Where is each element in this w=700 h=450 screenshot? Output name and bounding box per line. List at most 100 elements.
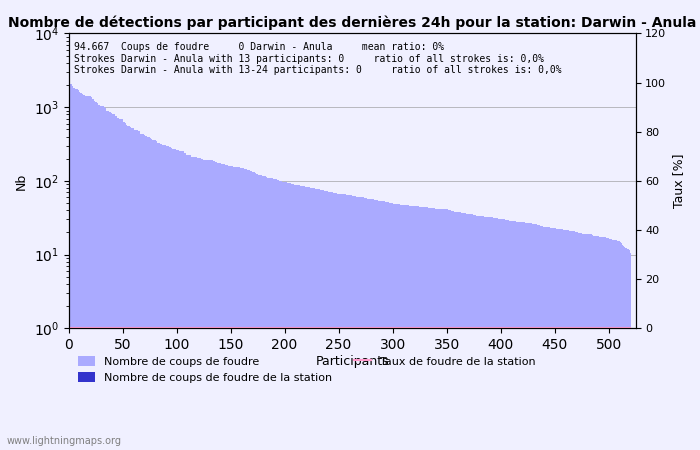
Bar	[264, 176, 265, 450]
Bar	[275, 179, 276, 450]
Bar	[75, 89, 76, 450]
Bar	[202, 159, 203, 450]
Bar	[420, 207, 421, 450]
Bar	[309, 187, 310, 450]
Bar	[191, 157, 193, 450]
Bar	[445, 209, 446, 450]
Bar	[495, 218, 496, 450]
Bar	[556, 229, 557, 450]
Bar	[393, 203, 394, 450]
Bar	[433, 208, 434, 450]
Bar	[596, 236, 597, 450]
Bar	[362, 197, 363, 450]
Bar	[261, 176, 262, 450]
Bar	[241, 167, 242, 450]
Bar	[469, 214, 470, 450]
Bar	[267, 178, 268, 450]
Bar	[554, 228, 555, 450]
Bar	[533, 224, 535, 450]
Bar	[415, 206, 416, 450]
Bar	[476, 216, 477, 450]
Bar	[360, 197, 362, 450]
Bar	[467, 214, 468, 450]
Bar	[161, 144, 162, 450]
Bar	[430, 207, 431, 450]
Bar	[230, 166, 231, 450]
Bar	[513, 221, 514, 450]
Bar	[297, 185, 298, 450]
Bar	[71, 85, 72, 450]
Bar	[417, 206, 418, 450]
Bar	[372, 199, 374, 450]
Bar	[153, 140, 155, 450]
Bar	[121, 119, 122, 450]
Bar	[436, 208, 438, 450]
Bar	[113, 114, 115, 450]
Bar	[133, 129, 134, 450]
Bar	[380, 201, 382, 450]
Bar	[85, 96, 87, 450]
Bar	[220, 163, 221, 450]
Bar	[269, 178, 270, 450]
Bar	[139, 131, 141, 450]
Bar	[625, 248, 626, 450]
Bar	[254, 172, 255, 450]
Bar	[472, 215, 473, 450]
Bar	[103, 106, 104, 450]
Title: Nombre de détections par participant des dernières 24h pour la station: Darwin -: Nombre de détections par participant des…	[8, 15, 696, 30]
Bar	[294, 184, 295, 450]
Bar	[96, 102, 97, 450]
Bar	[288, 183, 290, 450]
Bar	[141, 134, 143, 450]
Bar	[270, 178, 271, 450]
Bar	[578, 233, 579, 450]
Bar	[609, 238, 610, 450]
Bar	[545, 227, 547, 450]
Bar	[378, 201, 379, 450]
Bar	[547, 227, 549, 450]
Bar	[398, 204, 400, 450]
Bar	[354, 196, 356, 450]
Bar	[426, 207, 428, 450]
Bar	[584, 234, 585, 450]
Bar	[181, 151, 183, 450]
Bar	[323, 190, 324, 450]
Bar	[428, 207, 429, 450]
Bar	[487, 217, 488, 450]
Bar	[484, 217, 485, 450]
Bar	[499, 219, 500, 450]
Bar	[122, 119, 123, 450]
Bar	[555, 229, 556, 450]
Bar	[97, 103, 98, 450]
Bar	[307, 187, 308, 450]
Bar	[147, 137, 148, 450]
Bar	[137, 130, 139, 450]
Bar	[410, 206, 412, 450]
Bar	[466, 214, 467, 450]
Bar	[481, 216, 482, 450]
Y-axis label: Nb: Nb	[15, 172, 28, 189]
Bar	[447, 209, 448, 450]
Bar	[497, 218, 498, 450]
Bar	[515, 221, 517, 450]
Bar	[395, 204, 396, 450]
Bar	[615, 240, 617, 450]
Bar	[535, 225, 536, 450]
Bar	[511, 221, 512, 450]
Bar	[365, 198, 366, 450]
Bar	[594, 235, 595, 450]
Bar	[107, 111, 108, 450]
Bar	[77, 89, 78, 450]
Bar	[336, 193, 337, 450]
Bar	[582, 234, 583, 450]
Bar	[419, 207, 420, 450]
Bar	[490, 217, 491, 450]
Bar	[523, 222, 524, 450]
Legend: Nombre de coups de foudre, Nombre de coups de foudre de la station, Taux de foud: Nombre de coups de foudre, Nombre de cou…	[74, 351, 540, 387]
Bar	[90, 96, 91, 450]
Bar	[190, 155, 191, 450]
Bar	[521, 222, 522, 450]
Bar	[193, 157, 195, 450]
Bar	[83, 95, 84, 450]
Bar	[235, 167, 237, 450]
